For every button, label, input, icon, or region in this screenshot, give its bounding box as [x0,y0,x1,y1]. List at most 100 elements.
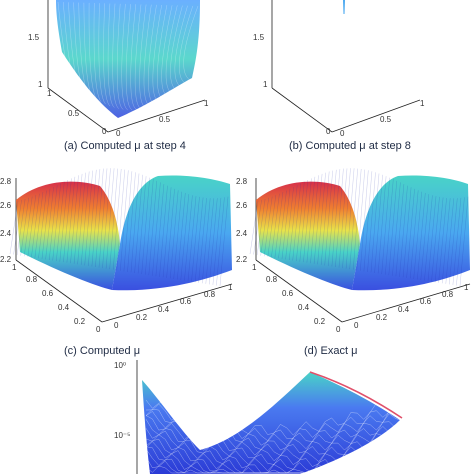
panel-d-caption: (d) Exact μ [304,345,357,357]
mesh-line [59,179,68,262]
mesh-line [321,171,330,265]
mesh-line [105,168,115,269]
mesh-line [145,441,403,474]
panel-b: 1.5 1 0 0 0.5 1 (b) Computed μ at step 8 [253,0,425,152]
mesh-line [113,168,122,270]
panel-d-x-axis [255,259,343,323]
mesh-line [134,174,143,274]
mesh-line [459,196,469,287]
mesh-line [324,170,333,266]
panel-c-surface-back [112,175,232,291]
mesh-line [399,185,408,277]
panel-a-y-axis [107,99,206,133]
panel-b-y-tick-1: 0.5 [380,115,392,124]
panel-d-z-tick-3: 2.2 [236,255,248,264]
mesh-line [306,176,316,263]
mesh-line [173,191,182,279]
mesh-line [57,1,71,81]
mesh-line [103,3,111,107]
panel-a-surface [56,0,200,118]
panel-c-surface-front [16,181,120,290]
mesh-line [342,168,351,269]
panel-a-y-tick-0: 0 [116,129,121,138]
mesh-line [410,190,419,279]
panel-b-x-tick-0: 0 [326,127,331,136]
mesh-line [449,198,458,285]
mesh-line [402,187,412,278]
panel-d-z-tick-2: 2.4 [236,229,248,238]
mesh-line [299,179,308,262]
mesh-line [431,196,440,282]
mesh-line [127,172,136,272]
mesh-line [271,193,280,258]
panel-d-x-tick-0: 1 [252,263,257,272]
panel-d-y-tick-4: 0.8 [442,290,454,299]
mesh-line [303,178,312,263]
mesh-line [161,5,173,97]
mesh-line [70,175,79,264]
mesh-line [24,196,33,257]
panel-d-z-tick-0: 2.8 [236,177,248,186]
panel-a-y-tick-2: 1 [204,99,209,108]
mesh-line [249,200,259,255]
mesh-line [152,182,161,276]
mesh-line [145,411,403,451]
mesh-line [41,188,51,259]
mesh-line [63,178,72,263]
mesh-line [56,181,65,262]
mesh-line [278,190,287,259]
mesh-line [353,168,362,270]
mesh-line [177,192,186,280]
panel-d: 2.8 2.6 2.4 2.2 1 0.8 0.6 0.4 0.2 0 0 0.… [236,168,471,357]
mesh-line [385,179,394,275]
mesh-line [292,183,301,261]
panel-c-z-tick-1: 2.6 [0,201,12,210]
mesh-line [363,171,373,272]
mesh-line [406,188,415,278]
mesh-line [145,407,403,446]
mesh-line [360,170,369,271]
mesh-line [202,198,211,284]
mesh-line [78,2,88,94]
panel-b-z-tick-1: 1 [263,80,268,89]
mesh-line [148,4,157,105]
mesh-line [145,419,403,462]
panel-c-x-tick-3: 0.4 [58,303,70,312]
mesh-line [73,2,84,91]
mesh-line [38,190,47,259]
mesh-line [187,196,197,282]
mesh-line [456,197,465,286]
mesh-line [413,191,422,279]
mesh-line [205,198,214,284]
mesh-line [145,436,403,474]
panel-e-peak-ridge [309,371,403,419]
panel-a-z-tick-1: 1 [38,80,43,89]
mesh-line [434,197,444,283]
mesh-line [27,195,36,257]
mesh-line [145,460,403,474]
panel-c-y-tick-3: 0.6 [180,297,192,306]
mesh-line [194,197,204,283]
mesh-line [374,174,383,274]
mesh-line [77,172,86,265]
panel-a-mesh [57,1,199,111]
panel-b-x-axis [271,87,333,133]
mesh-line [155,184,165,277]
mesh-line [137,176,147,274]
mesh-line [170,5,183,91]
panel-d-y-tick-0: 0 [354,321,359,330]
panel-d-mesh [249,168,469,287]
mesh-line [180,194,189,281]
panel-c-y-tick-0: 0 [114,321,119,330]
mesh-line [49,185,58,261]
panel-c-z-tick-3: 2.2 [0,255,12,264]
panel-a-x-tick-2: 0 [102,127,107,136]
mesh-line [345,168,355,269]
mesh-line [84,170,93,266]
mesh-line [88,2,97,100]
panel-b-spike [343,0,345,14]
mesh-line [83,2,93,97]
mesh-line [143,4,152,107]
panel-c-caption: (c) Computed μ [64,345,140,357]
panel-a-caption: (a) Computed μ at step 4 [64,140,186,152]
